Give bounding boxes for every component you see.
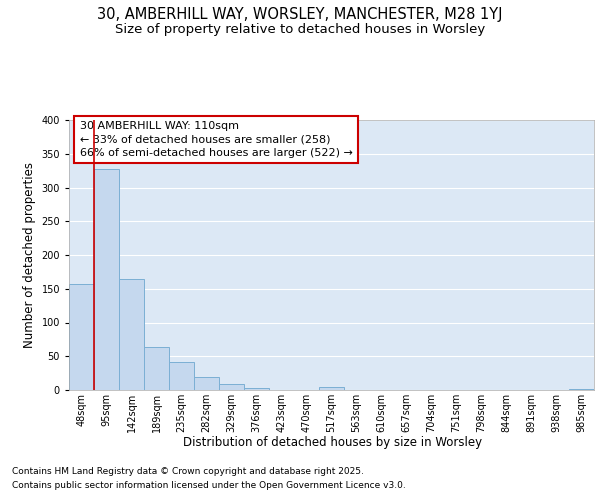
Text: 30, AMBERHILL WAY, WORSLEY, MANCHESTER, M28 1YJ: 30, AMBERHILL WAY, WORSLEY, MANCHESTER, … xyxy=(97,8,503,22)
Bar xyxy=(194,376,219,390)
Bar xyxy=(119,278,144,390)
Text: Distribution of detached houses by size in Worsley: Distribution of detached houses by size … xyxy=(184,436,482,449)
Bar xyxy=(94,168,119,390)
Text: Size of property relative to detached houses in Worsley: Size of property relative to detached ho… xyxy=(115,22,485,36)
Bar xyxy=(244,388,269,390)
Bar xyxy=(69,284,94,390)
Bar xyxy=(569,388,594,390)
Text: Contains HM Land Registry data © Crown copyright and database right 2025.: Contains HM Land Registry data © Crown c… xyxy=(12,467,364,476)
Bar xyxy=(169,362,194,390)
Y-axis label: Number of detached properties: Number of detached properties xyxy=(23,162,36,348)
Text: 30 AMBERHILL WAY: 110sqm
← 33% of detached houses are smaller (258)
66% of semi-: 30 AMBERHILL WAY: 110sqm ← 33% of detach… xyxy=(79,122,352,158)
Bar xyxy=(144,348,169,390)
Bar xyxy=(219,384,244,390)
Text: Contains public sector information licensed under the Open Government Licence v3: Contains public sector information licen… xyxy=(12,481,406,490)
Bar xyxy=(319,388,344,390)
